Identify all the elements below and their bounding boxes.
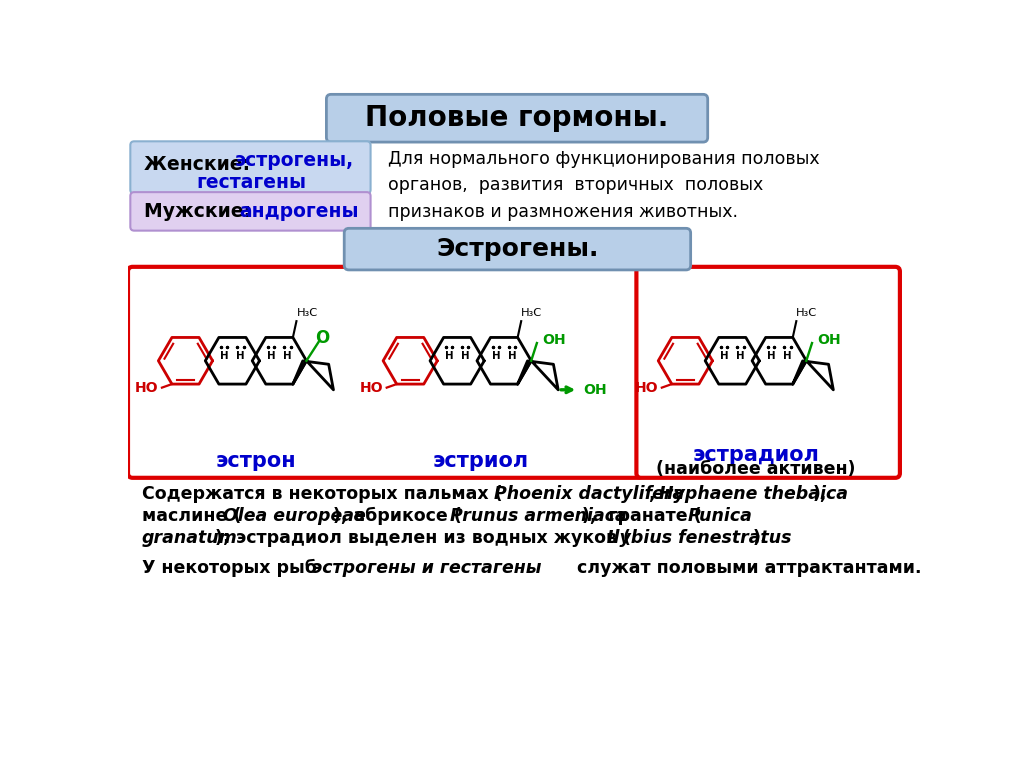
Text: Для нормального функционирования половых
органов,  развития  вторичных  половых
: Для нормального функционирования половых… [388,150,819,221]
Text: H: H [461,351,470,361]
Text: OH: OH [583,383,607,397]
Text: ); эстрадиол выделен из водных жуков (: ); эстрадиол выделен из водных жуков ( [215,529,631,548]
Text: Prunus armeniaca: Prunus armeniaca [450,507,627,525]
FancyBboxPatch shape [327,94,708,142]
Text: H: H [267,351,275,361]
Text: ).: ). [753,529,767,548]
FancyBboxPatch shape [130,193,371,231]
FancyBboxPatch shape [130,141,371,194]
Text: H: H [508,351,516,361]
Text: ,: , [649,485,662,502]
Text: H₃C: H₃C [297,308,317,318]
Text: Ilybius fenestratus: Ilybius fenestratus [607,529,792,548]
Text: HO: HO [135,380,159,395]
Text: Phoenix dactylifera: Phoenix dactylifera [494,485,684,502]
Text: эстрогены и гестагены: эстрогены и гестагены [312,558,542,577]
Text: H₃C: H₃C [797,308,817,318]
Text: OH: OH [543,333,566,347]
Text: O: O [315,329,330,347]
Text: Женские:: Женские: [143,155,256,174]
Text: HO: HO [635,380,658,395]
Text: H: H [736,351,744,361]
Text: H: H [783,351,792,361]
FancyBboxPatch shape [344,229,690,270]
Text: Punica: Punica [687,507,753,525]
Text: H: H [720,351,728,361]
Text: H: H [492,351,500,361]
FancyBboxPatch shape [128,267,643,478]
Text: H: H [444,351,454,361]
Text: эстрон: эстрон [216,451,296,471]
Text: андрогены: андрогены [239,202,358,221]
Text: Hyphaene thebaica: Hyphaene thebaica [658,485,848,502]
Text: гестагены: гестагены [197,173,306,192]
Text: OH: OH [818,333,842,347]
Text: H: H [237,351,245,361]
Text: HO: HO [359,380,383,395]
Text: granatum: granatum [142,529,238,548]
Text: H: H [284,351,292,361]
Text: H: H [220,351,228,361]
Text: H: H [767,351,775,361]
Text: эстриол: эстриол [432,451,528,471]
Text: Содержатся в некоторых пальмах (: Содержатся в некоторых пальмах ( [142,485,503,502]
Text: Мужские:: Мужские: [143,202,257,221]
Text: ), абрикосе (: ), абрикосе ( [333,507,462,525]
Text: Эстрогены.: Эстрогены. [436,237,599,261]
Text: служат половыми аттрактантами.: служат половыми аттрактантами. [571,558,922,577]
Text: H₃C: H₃C [521,308,543,318]
Text: ),: ), [813,485,827,502]
Text: Olea europeae: Olea europeae [222,507,366,525]
Text: эстрогены,: эстрогены, [234,151,354,170]
Text: Половые гормоны.: Половые гормоны. [366,104,669,132]
FancyBboxPatch shape [636,267,900,478]
Text: У некоторых рыб: У некоторых рыб [142,558,323,577]
Text: маслине (: маслине ( [142,507,242,525]
Text: эстрадиол: эстрадиол [692,446,819,466]
Text: ),  гранате (: ), гранате ( [583,507,701,525]
Text: (наиболее активен): (наиболее активен) [656,460,855,479]
